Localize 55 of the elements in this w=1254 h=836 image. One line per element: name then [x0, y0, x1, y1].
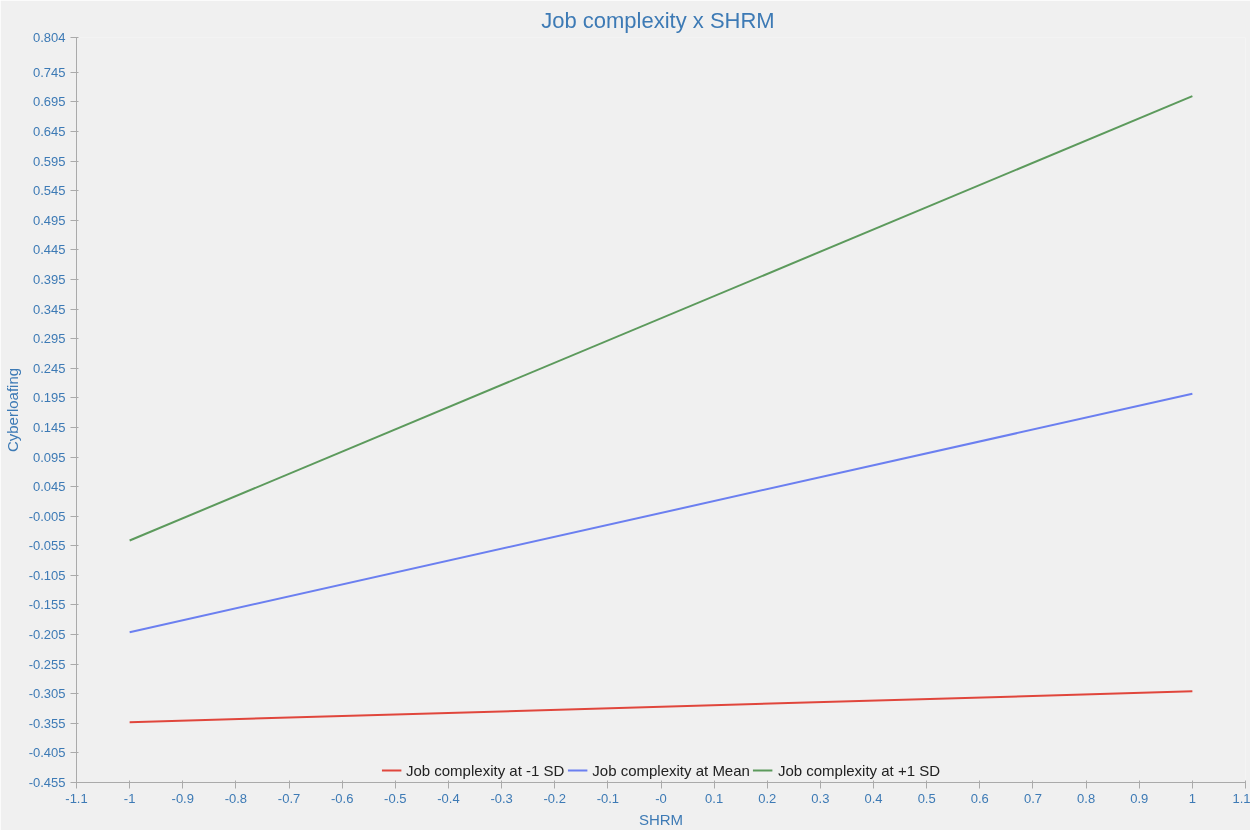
legend-label: Job complexity at Mean [592, 761, 750, 779]
x-tick-label: -0.7 [277, 790, 301, 806]
x-tick-label: 0.7 [1023, 790, 1042, 806]
y-tick-label: 0.495 [32, 212, 66, 228]
y-tick-label: 0.245 [32, 360, 66, 376]
y-tick-label: 0.395 [32, 272, 66, 288]
y-tick-label: 0.745 [32, 64, 66, 80]
x-tick-label: -0.8 [224, 790, 248, 806]
y-tick-label: 0.095 [32, 449, 66, 465]
x-tick-label: 0.3 [811, 790, 830, 806]
y-tick-label: -0.255 [28, 656, 66, 672]
x-tick-label: -0.3 [490, 790, 513, 806]
y-axis-title: Cyberloafing [3, 367, 21, 453]
x-tick-label: -0.2 [543, 790, 566, 806]
y-tick-label: -0.005 [28, 508, 66, 524]
y-tick-label: 0.295 [32, 331, 66, 347]
y-tick-label: -0.205 [28, 627, 66, 643]
y-tick-label: 0.045 [32, 479, 66, 495]
x-tick-label: 1 [1188, 790, 1196, 806]
x-tick-label: 0.8 [1077, 790, 1096, 806]
y-tick-label: -0.305 [28, 686, 66, 702]
x-tick-label: 0.4 [864, 790, 883, 806]
y-tick-label: -0.455 [28, 775, 66, 790]
x-tick-label: 0.2 [758, 790, 777, 806]
y-tick-label: -0.355 [28, 715, 66, 731]
legend-label: Job complexity at -1 SD [405, 761, 565, 779]
x-tick-label: -1 [123, 790, 136, 806]
x-tick-label: 0.9 [1130, 790, 1149, 806]
y-tick-label: 0.195 [32, 390, 66, 406]
x-tick-label: -0.5 [384, 790, 407, 806]
y-tick-label: -0.405 [28, 745, 66, 761]
y-tick-label: 0.445 [32, 242, 66, 258]
y-tick-label: 0.695 [32, 94, 66, 110]
y-tick-label: -0.105 [28, 567, 66, 583]
y-tick-label: 0.345 [32, 301, 66, 317]
y-tick-label: 0.595 [32, 153, 66, 169]
x-tick-label: 1.1 [1232, 790, 1251, 806]
x-tick-label: -0.4 [437, 790, 460, 806]
y-tick-label: 0.145 [32, 419, 66, 435]
y-tick-label: 0.645 [32, 124, 66, 140]
x-tick-label: 0.1 [705, 790, 724, 806]
x-tick-label: -1.1 [65, 790, 88, 806]
x-tick-label: -0.1 [596, 790, 620, 806]
y-tick-label: 0.545 [32, 183, 66, 199]
y-tick-label: 0.804 [32, 30, 66, 45]
legend-label: Job complexity at +1 SD [777, 761, 941, 779]
y-tick-label: -0.055 [28, 538, 66, 554]
x-tick-label: 0.6 [970, 790, 989, 806]
x-tick-label: -0.9 [171, 790, 194, 806]
x-axis-title: SHRM [638, 810, 684, 828]
x-tick-label: -0 [655, 790, 667, 806]
y-tick-label: -0.155 [28, 597, 66, 613]
x-tick-label: -0.6 [330, 790, 354, 806]
chart-title: Job complexity x SHRM [541, 7, 775, 33]
x-tick-label: 0.5 [917, 790, 936, 806]
